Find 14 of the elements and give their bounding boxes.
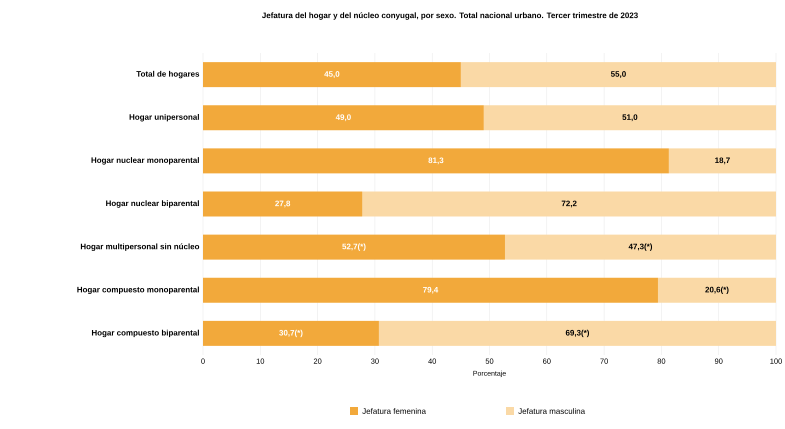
bar [378, 320, 776, 346]
bar [362, 192, 776, 217]
bar [504, 234, 776, 260]
bar [484, 105, 776, 130]
bar [668, 148, 776, 174]
bar [460, 62, 776, 88]
bar [203, 148, 669, 174]
bar [203, 105, 484, 130]
bar [203, 192, 362, 217]
bar [203, 234, 505, 260]
bar [658, 278, 776, 303]
bar [203, 278, 658, 303]
bar [203, 320, 379, 346]
bar [203, 62, 461, 88]
